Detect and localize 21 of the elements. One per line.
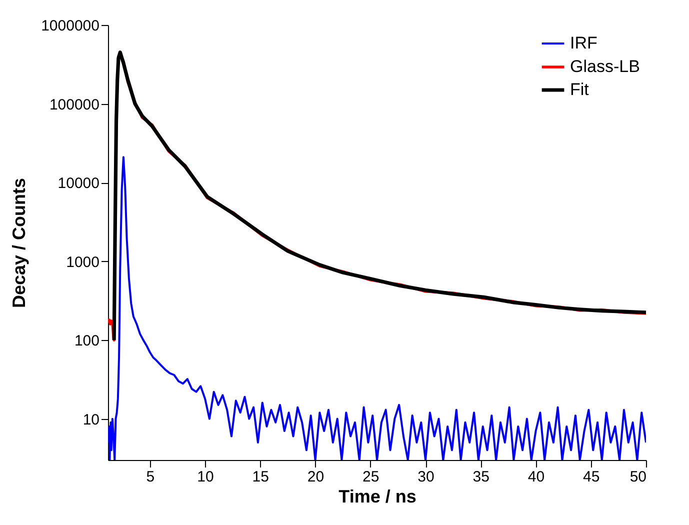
y-tick-label: 100000: [49, 96, 100, 114]
y-tick-label: 1000: [66, 254, 100, 271]
legend-label: IRF: [570, 34, 598, 52]
x-tick-label: 5: [146, 468, 155, 486]
x-tick-label: 25: [362, 468, 380, 486]
y-axis-title: Decay / Counts: [9, 178, 30, 308]
y-tick-label: 10: [82, 411, 100, 428]
x-tick-label: 35: [472, 468, 490, 486]
x-axis-title: Time / ns: [338, 486, 416, 506]
legend-label: Fit: [570, 80, 590, 99]
x-tick-label: 15: [252, 468, 269, 486]
x-tick-label: 40: [528, 468, 545, 486]
x-tick-label: 20: [307, 468, 324, 486]
x-tick-label: 10: [197, 468, 214, 486]
y-tick-label: 100: [74, 332, 100, 350]
x-tick-label: 30: [418, 468, 434, 486]
x-tick-label: 45: [583, 468, 600, 486]
x-tick-label: 50: [630, 468, 646, 486]
legend-label: Glass-LB: [570, 57, 640, 76]
y-tick-label: 10000: [58, 175, 100, 192]
y-tick-label: 1000000: [41, 18, 100, 34]
